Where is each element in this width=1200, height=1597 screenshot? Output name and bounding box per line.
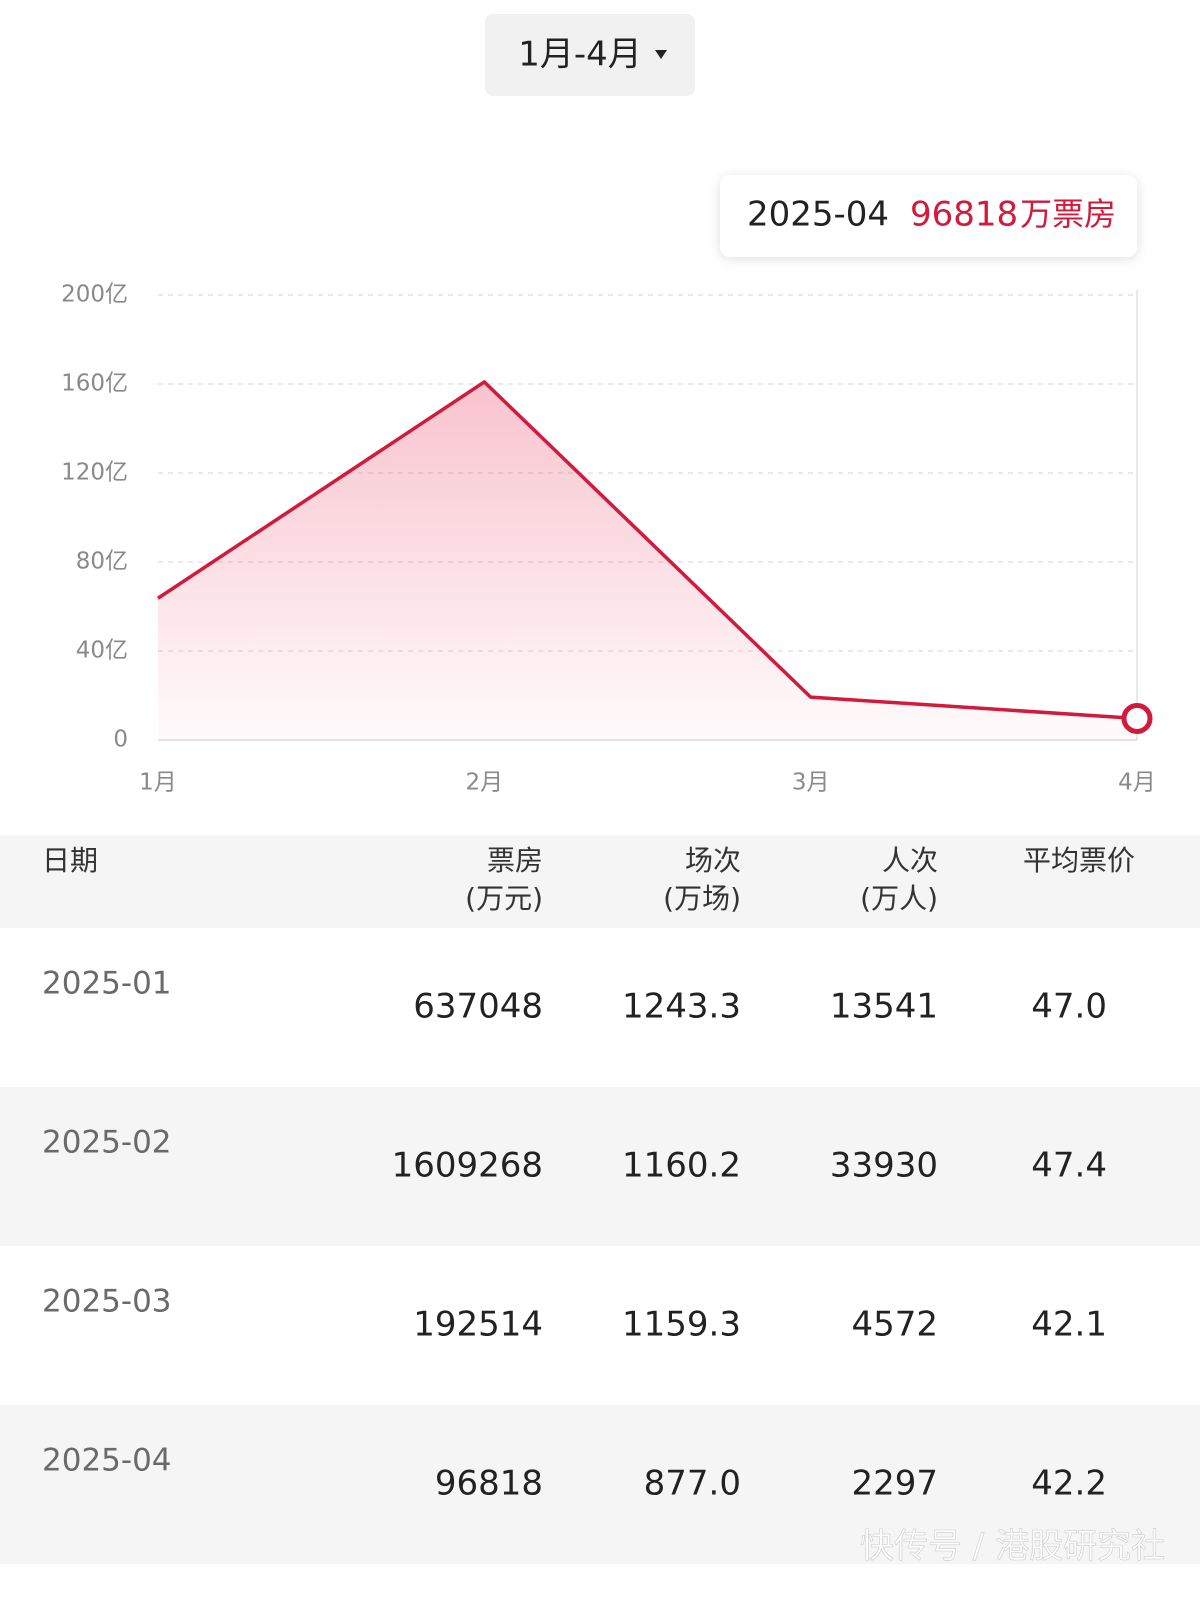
cell-value: 192514 xyxy=(413,1305,543,1345)
cell-value: 1159.3 xyxy=(622,1305,741,1345)
watermark: 快传号 / 港股研究社 xyxy=(860,1527,1165,1567)
tooltip-date: 2025-04 xyxy=(747,195,889,235)
dropdown-arrow[interactable] xyxy=(655,50,667,59)
column-header: 场次 xyxy=(685,844,741,877)
row-date: 2025-02 xyxy=(42,1125,172,1161)
cell-value: 13541 xyxy=(830,987,938,1027)
area xyxy=(158,381,1137,740)
cell-value: 637048 xyxy=(413,987,543,1027)
column-unit: (万场) xyxy=(663,882,741,915)
y-tick-label: 80亿 xyxy=(76,549,128,575)
row-date: 2025-01 xyxy=(42,966,172,1002)
selector-label[interactable]: 1月-4月 xyxy=(518,35,642,75)
range-selector[interactable]: 1月-4月 xyxy=(485,14,695,96)
cell-value: 33930 xyxy=(830,1146,938,1186)
cell-value: 2297 xyxy=(851,1464,938,1504)
cell-value: 1160.2 xyxy=(622,1146,741,1186)
x-tick-label: 3月 xyxy=(792,770,830,796)
tooltip-value: 96818 xyxy=(910,195,1018,235)
cell-value: 877.0 xyxy=(644,1464,741,1504)
row-date: 2025-03 xyxy=(42,1284,172,1320)
row-date: 2025-04 xyxy=(42,1443,172,1479)
cell-value: 47.0 xyxy=(1031,987,1107,1027)
x-tick-label: 1月 xyxy=(139,770,177,796)
cell-value: 4572 xyxy=(851,1305,938,1345)
row-bg xyxy=(0,1087,1200,1246)
tooltip-box xyxy=(720,175,1137,257)
cell-value: 47.4 xyxy=(1031,1146,1107,1186)
y-tick-label: 0 xyxy=(113,727,128,753)
tooltip: 2025-04 96818 万票房 xyxy=(720,175,1137,257)
cell-value: 96818 xyxy=(435,1464,543,1504)
column-unit: (万元) xyxy=(465,882,543,915)
y-tick-label: 40亿 xyxy=(76,638,128,664)
column-header: 票房 xyxy=(487,844,543,877)
cell-value: 1609268 xyxy=(392,1146,543,1186)
cell-value: 42.1 xyxy=(1031,1305,1107,1345)
y-tick-label: 200亿 xyxy=(61,282,128,308)
table-header-bg xyxy=(0,835,1200,928)
y-tick-label: 120亿 xyxy=(61,460,128,486)
column-header: 人次 xyxy=(882,844,938,877)
cell-value: 42.2 xyxy=(1031,1464,1107,1504)
cell-value: 1243.3 xyxy=(622,987,741,1027)
x-tick-label: 4月 xyxy=(1118,770,1156,796)
line xyxy=(157,380,1138,721)
x-tick-label: 2月 xyxy=(466,770,504,796)
y-tick-label: 160亿 xyxy=(61,371,128,397)
column-header: 平均票价 xyxy=(1023,844,1135,877)
column-unit: (万人) xyxy=(860,882,938,915)
column-header: 日期 xyxy=(42,844,98,877)
row-bg xyxy=(0,1405,1200,1564)
tooltip-unit: 万票房 xyxy=(1020,195,1116,233)
selector-box[interactable] xyxy=(485,14,695,96)
active-point xyxy=(1121,702,1153,734)
